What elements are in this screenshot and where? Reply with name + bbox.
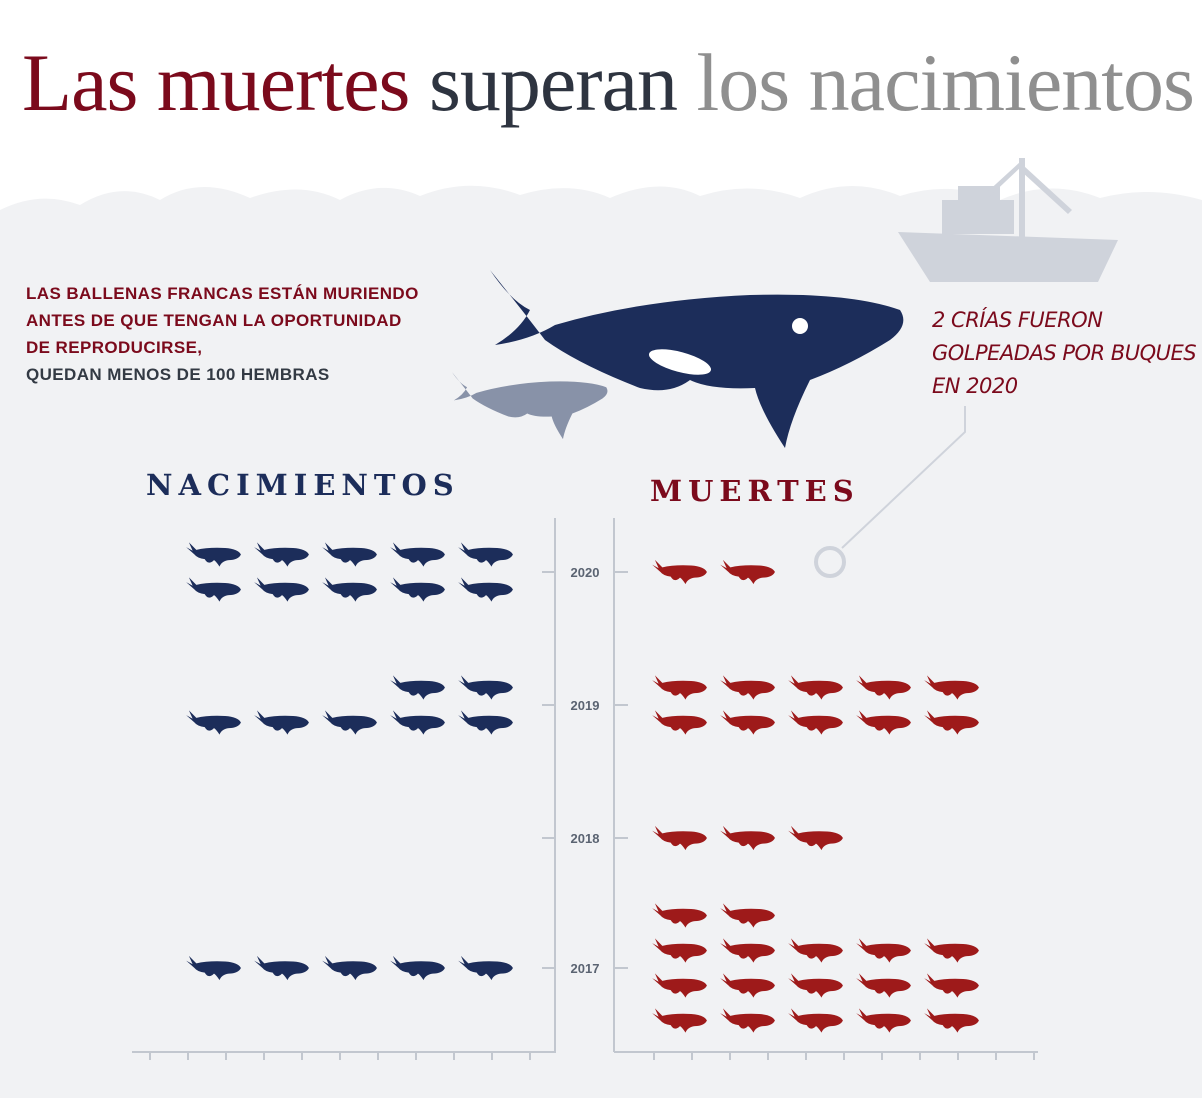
annotation-connector: [841, 406, 966, 549]
births-heading: NACIMIENTOS: [146, 468, 460, 502]
whale-mark: [254, 542, 309, 567]
whale-mark: [186, 710, 241, 735]
whale-mark: [924, 710, 979, 735]
whale-mark: [720, 710, 775, 735]
whale-mark: [720, 903, 775, 928]
whale-mark: [458, 955, 513, 981]
whale-mark: [720, 1008, 775, 1033]
whale-mark: [788, 938, 843, 963]
whale-mark: [720, 938, 775, 963]
whale-mark: [458, 577, 513, 602]
vessel-strike-annotation: 2 CRÍAS FUERON GOLPEADAS POR BUQUES EN 2…: [932, 304, 1197, 403]
whale-mark: [856, 938, 911, 963]
whale-mark: [856, 710, 911, 735]
whale-mark: [652, 825, 707, 851]
whale-mark: [458, 675, 513, 700]
whale-mark: [186, 542, 241, 567]
whale-mark: [720, 825, 775, 851]
whale-mark: [254, 577, 309, 602]
whale-mark: [652, 973, 707, 998]
whale-mark: [458, 542, 513, 567]
intro-line-3: DE REPRODUCIRSE,: [26, 338, 203, 357]
whale-mark: [720, 973, 775, 998]
whale-mark: [856, 973, 911, 998]
whale-mark: [652, 710, 707, 735]
annotation-line-2: GOLPEADAS POR BUQUES: [932, 341, 1197, 365]
whale-mark: [924, 675, 979, 700]
sea-background: [0, 185, 1202, 1098]
year-label-2017: 2017: [571, 961, 600, 976]
whale-mark: [322, 955, 377, 981]
whale-mark: [390, 542, 445, 567]
whale-mark: [652, 675, 707, 700]
whale-mark: [856, 1008, 911, 1033]
whale-mark: [652, 938, 707, 963]
whale-mark: [652, 1008, 707, 1033]
whale-mark: [254, 710, 309, 735]
whale-mark: [390, 710, 445, 735]
whale-mark: [458, 710, 513, 735]
whale-mark: [856, 675, 911, 700]
whale-mark: [186, 577, 241, 602]
deaths-heading: MUERTES: [650, 474, 860, 508]
whale-mark: [788, 973, 843, 998]
deaths-marks: [652, 559, 979, 1033]
intro-line-4: QUEDAN MENOS DE 100 HEMBRAS: [26, 365, 330, 384]
whale-mark: [322, 577, 377, 602]
year-label-2018: 2018: [571, 831, 600, 846]
whale-mark: [924, 938, 979, 963]
whale-mark: [322, 710, 377, 735]
intro-text: LAS BALLENAS FRANCAS ESTÁN MURIENDO ANTE…: [26, 280, 419, 388]
title-part-deaths: Las muertes: [22, 37, 410, 128]
annotation-line-3: EN 2020: [932, 374, 1018, 398]
whale-mark: [788, 1008, 843, 1033]
whale-mark: [186, 955, 241, 981]
title-part-exceed: superan: [428, 37, 678, 128]
year-label-2020: 2020: [571, 565, 600, 580]
whale-mark: [788, 710, 843, 735]
adult-whale-icon: [490, 270, 904, 448]
page-title: Las muertes superan los nacimientos: [22, 42, 1195, 124]
whale-mark: [788, 675, 843, 700]
annotation-marker: [814, 546, 846, 578]
whale-mark: [254, 955, 309, 981]
calf-whale-icon: [452, 372, 608, 440]
whale-mark: [390, 577, 445, 602]
whale-mark: [788, 825, 843, 851]
title-part-births: los nacimientos: [696, 37, 1194, 128]
whale-mark: [720, 559, 775, 585]
whale-mark: [924, 1008, 979, 1033]
annotation-line-1: 2 CRÍAS FUERON: [932, 308, 1103, 332]
births-marks: [186, 542, 513, 981]
whale-mark: [924, 973, 979, 998]
whale-mark: [390, 675, 445, 700]
year-label-2019: 2019: [571, 698, 600, 713]
axes: [132, 518, 1038, 1060]
whale-mark: [652, 559, 707, 585]
whale-mark: [322, 542, 377, 567]
whale-mark: [720, 675, 775, 700]
intro-line-2: ANTES DE QUE TENGAN LA OPORTUNIDAD: [26, 311, 402, 330]
intro-line-1: LAS BALLENAS FRANCAS ESTÁN MURIENDO: [26, 284, 419, 303]
year-labels: 2020 2019 2018 2017: [571, 565, 600, 976]
whale-mark: [652, 903, 707, 928]
ship-icon: [898, 158, 1118, 282]
whale-mark: [390, 955, 445, 981]
